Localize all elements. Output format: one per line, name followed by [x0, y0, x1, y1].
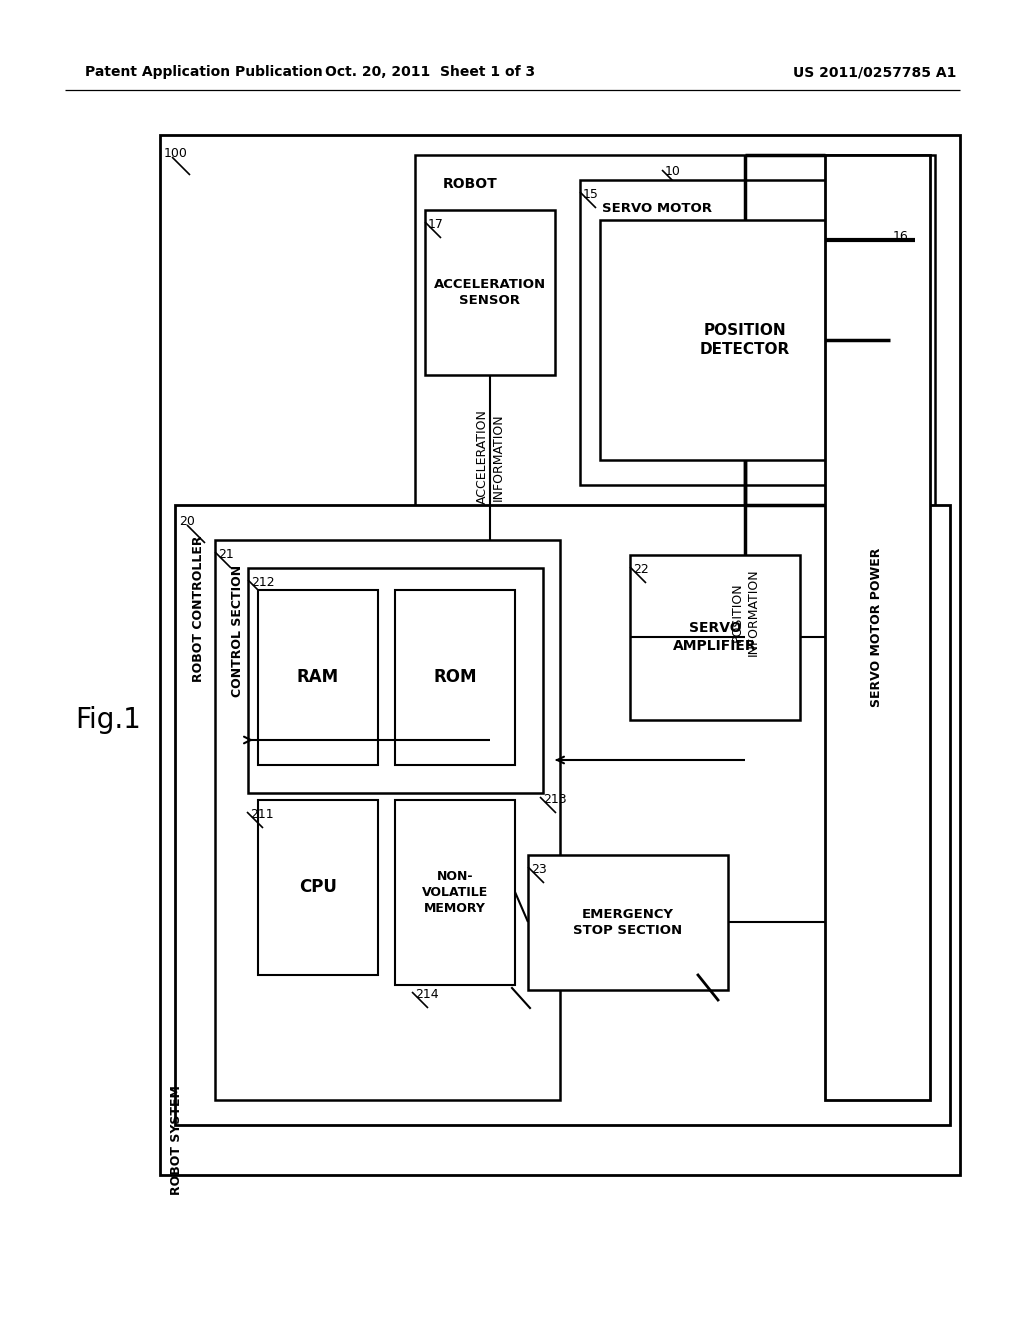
Text: ROM: ROM — [433, 668, 477, 686]
Bar — [580, 180, 915, 484]
Text: ROBOT: ROBOT — [443, 177, 498, 191]
Text: SERVO MOTOR POWER: SERVO MOTOR POWER — [870, 548, 884, 706]
Text: ROBOT CONTROLLER: ROBOT CONTROLLER — [193, 535, 205, 681]
Text: EMERGENCY
STOP SECTION: EMERGENCY STOP SECTION — [573, 908, 683, 936]
Text: 211: 211 — [250, 808, 273, 821]
Text: ROBOT SYSTEM: ROBOT SYSTEM — [171, 1085, 183, 1195]
Text: POSITION
INFORMATION: POSITION INFORMATION — [730, 568, 760, 656]
Text: POSITION
DETECTOR: POSITION DETECTOR — [699, 323, 791, 356]
Text: 22: 22 — [633, 564, 649, 576]
Text: 23: 23 — [531, 863, 547, 876]
Bar — [395, 590, 515, 766]
Bar — [425, 210, 555, 375]
Bar — [825, 154, 930, 1100]
Text: 10: 10 — [665, 165, 681, 178]
Text: 212: 212 — [251, 576, 274, 589]
Text: 17: 17 — [428, 218, 443, 231]
Bar — [248, 568, 543, 793]
Bar — [215, 540, 560, 1100]
Text: SERVO MOTOR: SERVO MOTOR — [602, 202, 712, 215]
Text: RAM: RAM — [297, 668, 339, 686]
Text: 16: 16 — [893, 230, 908, 243]
Text: Fig.1: Fig.1 — [75, 706, 141, 734]
Text: US 2011/0257785 A1: US 2011/0257785 A1 — [794, 65, 956, 79]
Bar — [415, 154, 935, 510]
Text: 213: 213 — [543, 793, 566, 807]
Text: NON-
VOLATILE
MEMORY: NON- VOLATILE MEMORY — [422, 870, 488, 915]
Bar — [258, 590, 378, 766]
Text: CPU: CPU — [299, 878, 337, 896]
Bar — [160, 135, 961, 1175]
Text: ACCELERATION
INFORMATION: ACCELERATION INFORMATION — [475, 409, 505, 504]
Bar — [630, 554, 800, 719]
Text: 100: 100 — [164, 147, 187, 160]
Text: 21: 21 — [218, 548, 233, 561]
Text: SERVO
AMPLIFIER: SERVO AMPLIFIER — [673, 622, 757, 652]
Bar — [258, 800, 378, 975]
Text: Patent Application Publication: Patent Application Publication — [85, 65, 323, 79]
Text: CONTROL SECTION: CONTROL SECTION — [231, 565, 244, 697]
Text: 20: 20 — [179, 515, 195, 528]
Text: ACCELERATION
SENSOR: ACCELERATION SENSOR — [434, 277, 546, 306]
Bar — [395, 800, 515, 985]
Text: 214: 214 — [415, 987, 438, 1001]
Text: 15: 15 — [583, 187, 599, 201]
Text: Oct. 20, 2011  Sheet 1 of 3: Oct. 20, 2011 Sheet 1 of 3 — [325, 65, 536, 79]
Bar — [175, 506, 950, 1125]
Bar — [528, 855, 728, 990]
Bar — [600, 220, 890, 459]
